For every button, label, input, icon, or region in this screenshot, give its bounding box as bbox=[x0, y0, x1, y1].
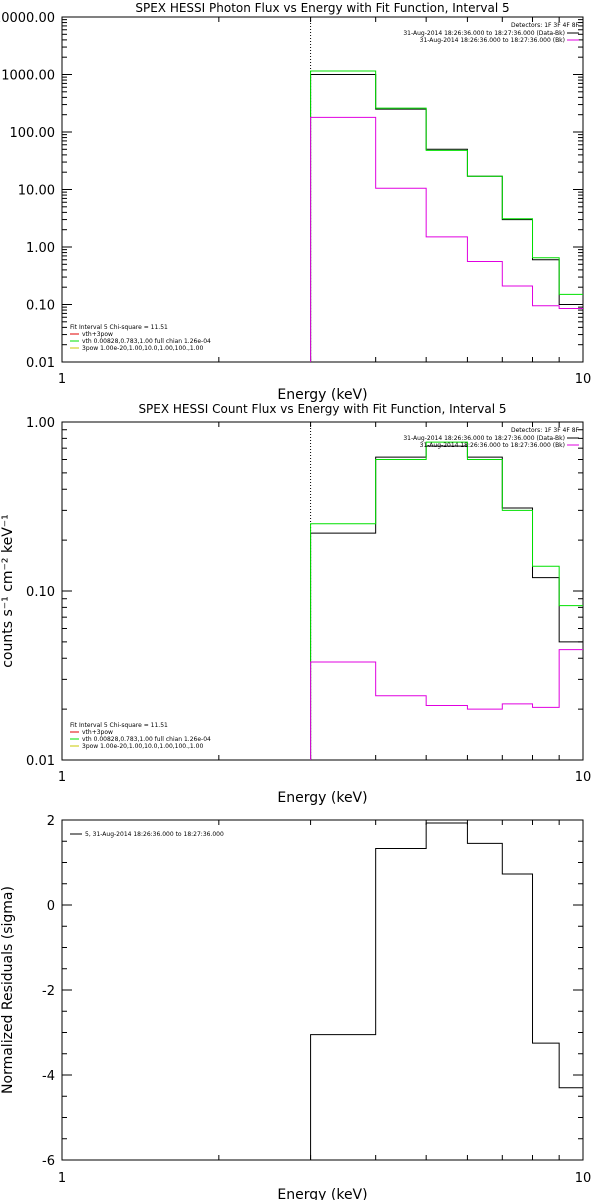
series-magenta bbox=[310, 649, 583, 760]
legend-item: 3pow 1.00e-20,1.00,10.0,1.00,100.,1.00 bbox=[82, 743, 203, 750]
y-tick-label: 0.10 bbox=[26, 585, 55, 600]
legend-item: 31-Aug-2014 18:26:36.000 to 18:27:36.000… bbox=[403, 30, 565, 37]
x-axis-label: Energy (keV) bbox=[277, 1187, 367, 1200]
legend-detectors: Detectors: 1F 3F 4F 8F bbox=[511, 427, 580, 434]
legend-item: vth 0.00828,0.783,1.00 full chian 1.26e-… bbox=[82, 338, 211, 345]
series-green bbox=[310, 70, 583, 362]
series-line-data bbox=[310, 445, 583, 760]
x-axis-label: Energy (keV) bbox=[277, 387, 367, 403]
chart-panel-2: SPEX HESSI Count Flux vs Energy with Fit… bbox=[0, 402, 591, 806]
legend-item: 31-Aug-2014 18:26:36.000 to 18:27:36.000… bbox=[420, 37, 565, 44]
series-line-magenta bbox=[310, 116, 583, 362]
series-line-green bbox=[310, 70, 583, 362]
y-tick-label: 0 bbox=[47, 899, 55, 914]
chart-title: SPEX HESSI Photon Flux vs Energy with Fi… bbox=[135, 1, 509, 15]
y-axis-label: counts s⁻¹ cm⁻² keV⁻¹ bbox=[0, 514, 16, 668]
series-data bbox=[310, 445, 583, 760]
y-tick-label: 1.00 bbox=[26, 416, 55, 431]
chart-panel-3: 1 10 Energy (keV) -6 -4 -2 0 2 Normalized Residu… bbox=[0, 814, 591, 1200]
y-tick-label: 100.00 bbox=[10, 126, 56, 141]
legend-item: 31-Aug-2014 18:26:36.000 to 18:27:36.000… bbox=[420, 442, 565, 449]
legend-item: vth+3pow bbox=[82, 331, 113, 338]
legend-item: vth 0.00828,0.783,1.00 full chian 1.26e-… bbox=[82, 736, 211, 743]
y-tick-label: -6 bbox=[42, 1154, 55, 1169]
legend-item: 3pow 1.00e-20,1.00,10.0,1.00,100.,1.00 bbox=[82, 345, 203, 352]
y-tick-label: 2 bbox=[47, 814, 55, 829]
x-tick-label: 1 bbox=[58, 1171, 66, 1186]
series-line-magenta bbox=[310, 649, 583, 760]
legend-item: 5, 31-Aug-2014 18:26:36.000 to 18:27:36.… bbox=[85, 831, 224, 838]
y-tick-label: 0.01 bbox=[26, 754, 55, 769]
chart-title: SPEX HESSI Count Flux vs Energy with Fit… bbox=[138, 402, 506, 416]
legend-fit-header: Fit Interval 5 Chi-square = 11.51 bbox=[70, 722, 168, 729]
x-tick-label: 1 bbox=[58, 770, 66, 785]
legend-item: 31-Aug-2014 18:26:36.000 to 18:27:36.000… bbox=[403, 435, 565, 442]
x-tick-label: 1 bbox=[58, 372, 66, 387]
legend-detectors: Detectors: 1F 3F 4F 8F bbox=[511, 22, 580, 29]
series-line-residuals bbox=[310, 822, 583, 1160]
plot-frame bbox=[61, 819, 584, 1161]
y-tick-label: -4 bbox=[42, 1069, 55, 1084]
y-tick-label: 10.00 bbox=[18, 184, 55, 199]
series-green bbox=[310, 441, 583, 760]
y-tick-label: 10000.00 bbox=[0, 11, 55, 26]
legend-fit-header: Fit Interval 5 Chi-square = 11.51 bbox=[70, 324, 168, 331]
x-axis-label: Energy (keV) bbox=[277, 790, 367, 806]
series-magenta bbox=[310, 116, 583, 362]
y-tick-label: 1000.00 bbox=[1, 69, 55, 84]
x-tick-label: 10 bbox=[575, 372, 592, 387]
chart-panel-1: SPEX HESSI Photon Flux vs Energy with Fi… bbox=[0, 1, 591, 403]
x-tick-label: 10 bbox=[575, 1171, 592, 1186]
y-axis-label: Normalized Residuals (sigma) bbox=[0, 886, 16, 1094]
plot-frame bbox=[61, 16, 584, 363]
y-tick-label: 0.01 bbox=[26, 356, 55, 371]
series-residuals bbox=[310, 822, 583, 1160]
legend-item: vth+3pow bbox=[82, 729, 113, 736]
x-tick-label: 10 bbox=[575, 770, 592, 785]
plot-frame bbox=[61, 421, 584, 761]
y-tick-label: 1.00 bbox=[26, 241, 55, 256]
y-tick-label: -2 bbox=[42, 984, 55, 999]
y-tick-label: 0.10 bbox=[26, 299, 55, 314]
series-line-green bbox=[310, 441, 583, 760]
